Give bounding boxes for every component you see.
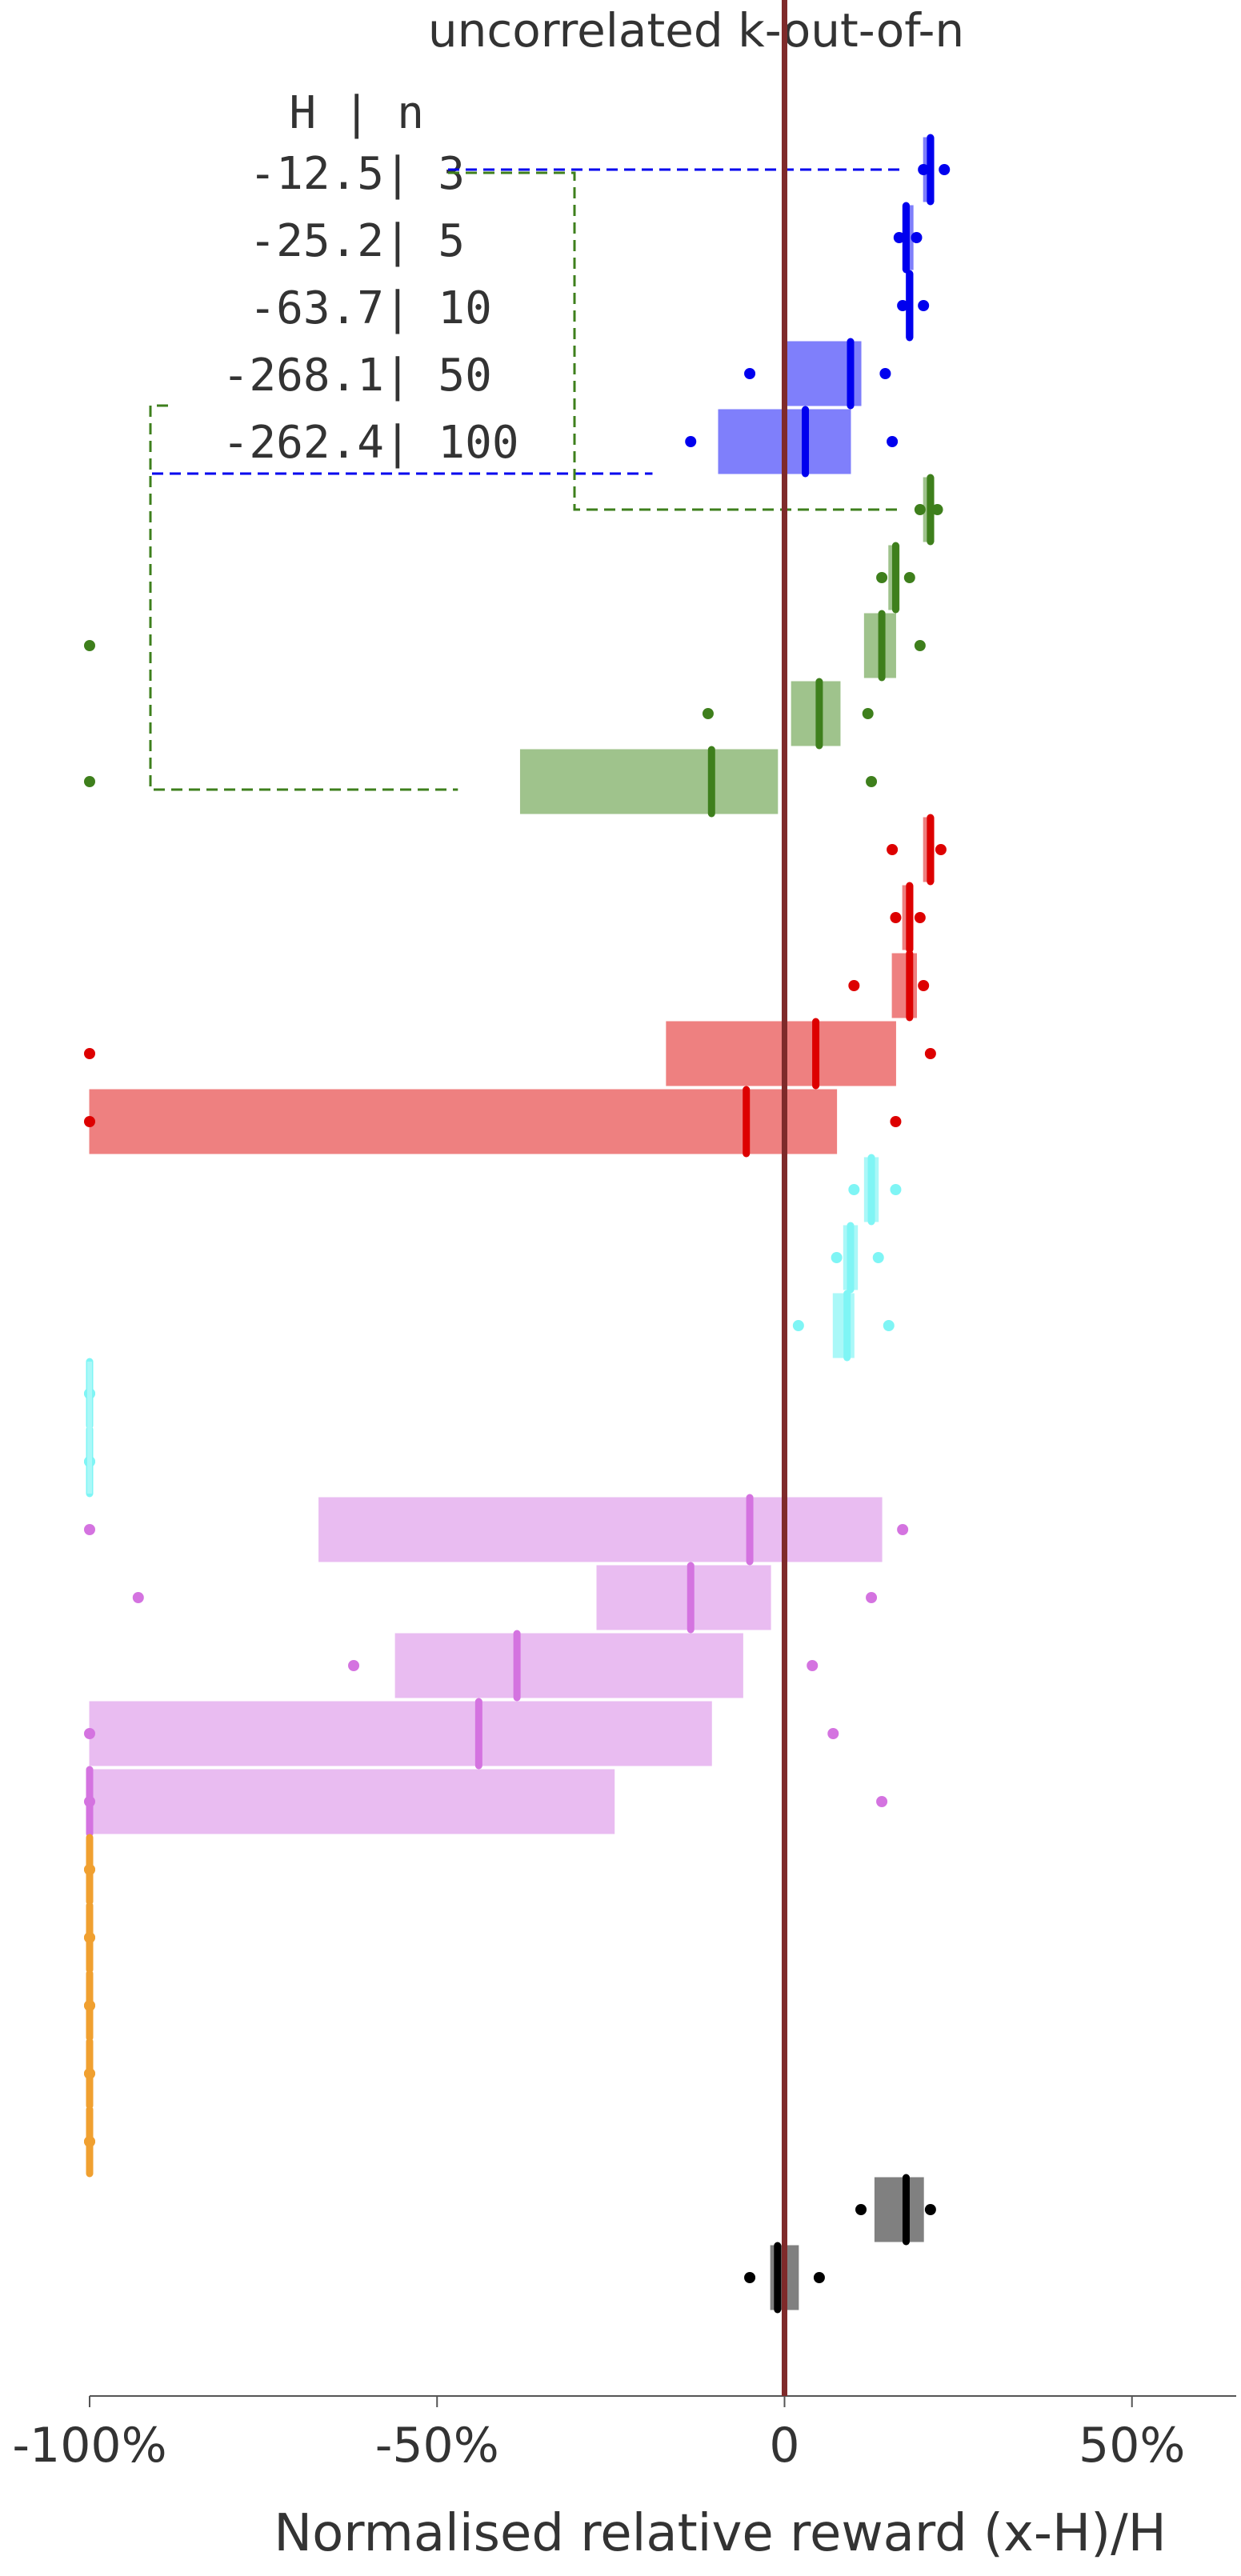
- box: [89, 1769, 615, 1834]
- whisker-point-high: [807, 1660, 819, 1671]
- whisker-point-high: [924, 1048, 936, 1059]
- whisker-point-low: [744, 2272, 756, 2283]
- whisker-point-high: [918, 300, 930, 311]
- whisker-point-low: [84, 776, 95, 787]
- x-tick-label: -100%: [12, 2418, 166, 2474]
- whisker-point-low: [876, 572, 888, 583]
- whisker-point-low: [702, 708, 714, 719]
- whisker-point-low: [914, 504, 926, 515]
- whisker-point-low: [84, 640, 95, 651]
- whisker-point-high: [862, 708, 874, 719]
- whisker-point-low: [855, 2204, 867, 2215]
- annotation-row: -25.2| 5: [249, 215, 465, 267]
- whisker-point-high: [890, 1116, 902, 1127]
- whisker-point-high: [827, 1728, 839, 1739]
- whisker-point-high: [914, 640, 926, 651]
- whisker-point-high: [914, 912, 926, 923]
- annotation-row: -63.7| 10: [249, 282, 491, 334]
- connector-green-bottom: [149, 404, 458, 791]
- whisker-point-low: [84, 1116, 95, 1127]
- connector-green-top: [448, 171, 903, 511]
- whisker-point-low: [348, 1660, 360, 1671]
- whisker-point-high: [876, 1796, 888, 1807]
- whisker-point-low: [84, 1796, 95, 1807]
- whisker-point-low: [918, 164, 930, 175]
- whisker-point-high: [924, 2204, 936, 2215]
- annotation-row: -12.5| 3: [249, 148, 465, 200]
- box: [394, 1633, 743, 1698]
- box: [89, 1701, 712, 1766]
- whisker-point-high: [879, 368, 891, 379]
- whisker-point-low: [744, 368, 756, 379]
- whisker-point-low: [897, 300, 909, 311]
- whisker-point-low: [890, 912, 902, 923]
- whisker-point-low: [132, 1592, 144, 1603]
- whisker-point-low: [848, 980, 860, 991]
- whisker-point-high: [897, 1524, 909, 1535]
- whisker-point-low: [848, 1184, 860, 1195]
- whisker-point-high: [883, 1320, 895, 1331]
- box: [519, 749, 779, 814]
- whisker-point-high: [887, 436, 899, 447]
- whisker-point-high: [872, 1252, 884, 1263]
- whisker-point-low: [84, 1728, 95, 1739]
- box: [874, 2177, 924, 2242]
- annotation-row: -262.4| 100: [222, 417, 519, 469]
- whisker-point-high: [866, 1592, 878, 1603]
- chart-title: uncorrelated k-out-of-n: [428, 3, 964, 58]
- whisker-point-low: [893, 232, 905, 243]
- x-tick-label: 50%: [1079, 2418, 1185, 2474]
- whisker-point-high: [931, 504, 943, 515]
- whisker-point-high: [911, 232, 923, 243]
- annotation-row: -268.1| 50: [222, 350, 492, 402]
- whisker-point-low: [831, 1252, 843, 1263]
- whisker-point-low: [84, 1524, 95, 1535]
- whisker-point-high: [939, 164, 951, 175]
- box: [318, 1497, 883, 1562]
- whisker-point-high: [903, 572, 915, 583]
- whisker-point-high: [813, 2272, 825, 2283]
- x-axis-ticks: -100% -50% 0 50%: [12, 2396, 1185, 2474]
- box: [666, 1021, 896, 1086]
- whisker-point-low: [887, 844, 899, 855]
- whisker-point-high: [935, 844, 947, 855]
- h-n-annotation: H | n -12.5| 3 -25.2| 5 -63.7| 10 -268.1| 50…: [222, 87, 519, 469]
- x-tick-label: -50%: [375, 2418, 499, 2474]
- annotation-connectors: [149, 168, 903, 791]
- whisker-point-low: [685, 436, 697, 447]
- box: [89, 1089, 838, 1154]
- whisker-point-high: [890, 1184, 902, 1195]
- whisker-point-high: [918, 980, 930, 991]
- annotation-header: H | n: [289, 87, 424, 139]
- whisker-point-low: [84, 1048, 95, 1059]
- box: [596, 1565, 771, 1630]
- x-axis-label: Normalised relative reward (x-H)/H: [274, 2504, 1167, 2563]
- whisker-point-low: [792, 1320, 804, 1331]
- x-tick-label: 0: [769, 2418, 799, 2474]
- whisker-point-high: [866, 776, 878, 787]
- chart-marks: [84, 134, 951, 2314]
